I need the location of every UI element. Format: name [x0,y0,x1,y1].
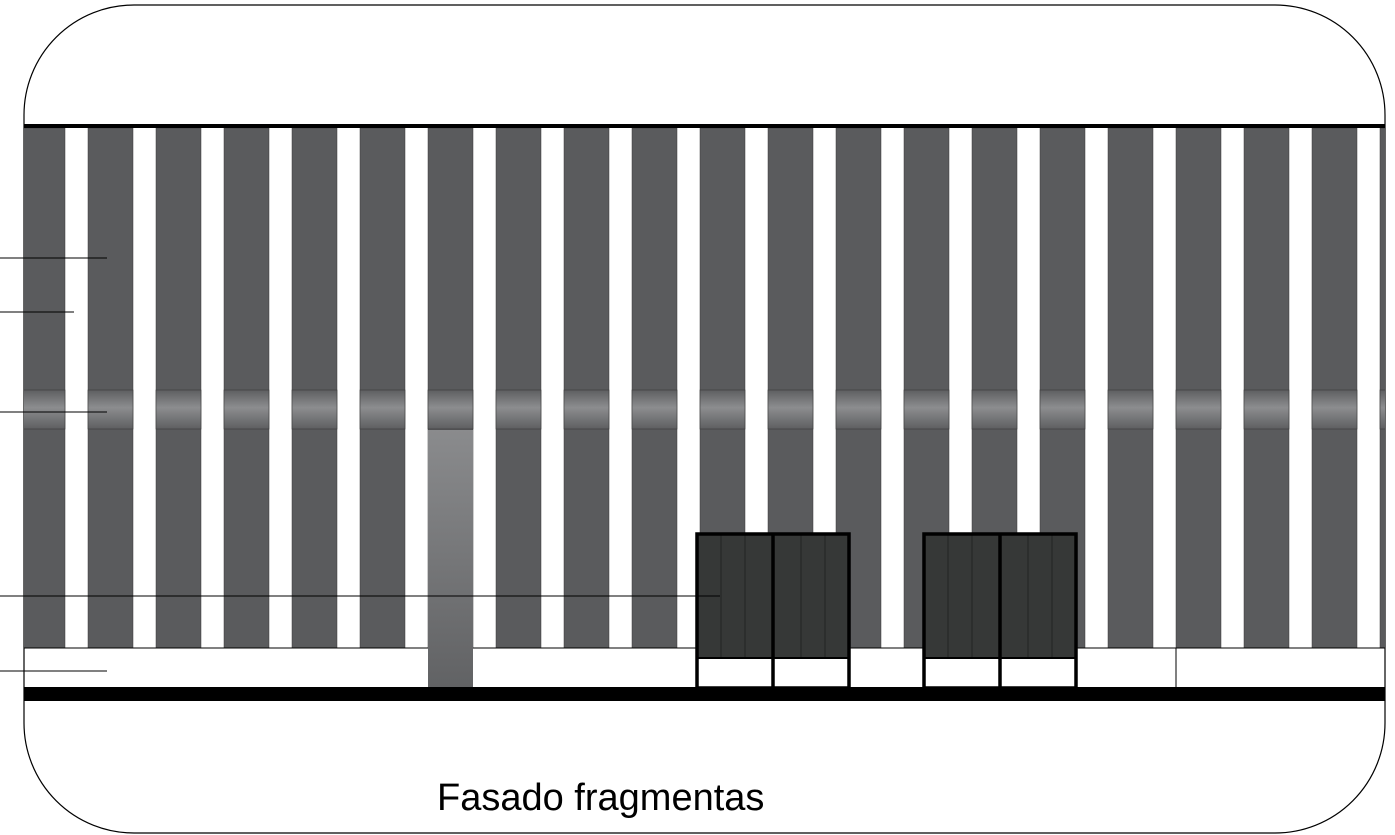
band-segment [427,389,474,430]
band-segment [903,389,950,430]
band-segment [155,389,202,430]
band-segment [223,389,270,430]
band-segment [631,389,678,430]
roof-line [24,124,1385,128]
band-segment [87,389,134,430]
cladding-panel [223,127,270,649]
entrance-door [428,430,473,688]
cladding-panel [87,127,134,649]
cladding-panel [1379,127,1385,649]
window [695,532,851,690]
cladding-panel [1107,127,1154,649]
cladding-panel [291,127,338,649]
cladding-panel [155,127,202,649]
cladding-panel [1175,127,1222,649]
leader-lines [0,257,720,672]
band-segment [1039,389,1086,430]
cladding-panel [1311,127,1358,649]
cladding-band [24,389,1385,430]
cladding-panel [631,127,678,649]
band-segment [1175,389,1222,430]
cladding-panel [495,127,542,649]
band-segment [699,389,746,430]
band-segment [495,389,542,430]
band-segment [359,389,406,430]
band-segment [1311,389,1358,430]
cladding-panel [24,127,66,649]
band-segment [1243,389,1290,430]
drawing-caption: Fasado fragmentas [437,777,765,819]
band-segment [971,389,1018,430]
cladding-panel [1243,127,1290,649]
ground-line [24,687,1385,701]
band-segment [1107,389,1154,430]
band-segment [767,389,814,430]
band-segment [291,389,338,430]
band-segment [835,389,882,430]
band-segment [1379,389,1385,430]
band-segment [24,389,66,430]
window [922,532,1078,690]
cladding-panels [24,127,1385,649]
band-segment [563,389,610,430]
cladding-panel [563,127,610,649]
cladding-panel [359,127,406,649]
